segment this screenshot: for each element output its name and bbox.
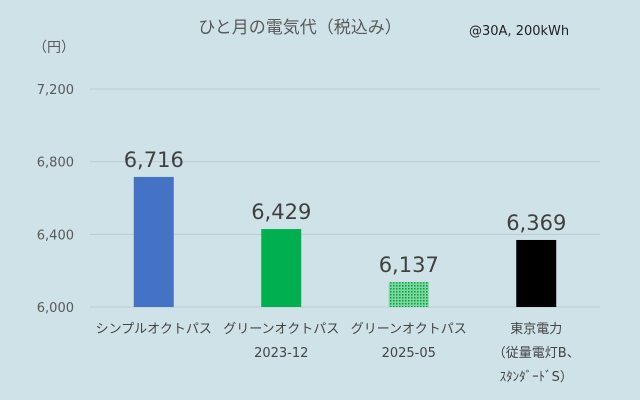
data-labels: 6,716 6,429 6,137 6,369	[124, 148, 567, 277]
x-category-label: 東京電力	[510, 321, 562, 337]
chart-note: @30A, 200kWh	[469, 24, 569, 39]
y-tick-label: 6,800	[37, 156, 74, 171]
data-label: 6,429	[251, 200, 311, 224]
chart-title: ひと月の電気代（税込み）	[198, 18, 402, 38]
data-label: 6,137	[379, 253, 439, 277]
y-tick-label: 6,000	[37, 301, 74, 316]
y-axis-unit: （円）	[33, 40, 75, 56]
x-category-label: （従量電灯B、	[493, 346, 580, 361]
grid-layer	[90, 88, 600, 308]
y-tick-label: 7,200	[37, 83, 74, 98]
bar	[388, 282, 429, 307]
bars	[133, 176, 557, 307]
x-category-label: シンプルオクトパス	[96, 322, 212, 337]
x-category-label: グリーンオクトパス	[351, 322, 467, 337]
x-category-labels: シンプルオクトパス グリーンオクトパス2023-12グリーンオクトパス2025-0…	[96, 321, 580, 385]
x-category-label: 2023-12	[254, 346, 308, 361]
data-label: 6,369	[506, 211, 566, 235]
x-category-label: 2025-05	[382, 346, 436, 361]
x-category-label: グリーンオクトパス	[223, 322, 339, 337]
bar	[516, 239, 557, 307]
y-tick-label: 6,400	[37, 228, 74, 243]
bar	[133, 176, 174, 307]
data-label: 6,716	[124, 148, 184, 172]
x-category-label: ｽﾀﾝﾀﾞｰﾄﾞS）	[500, 370, 573, 385]
y-tick-labels: 6,000 6,400 6,800 7,200	[37, 83, 74, 316]
bar	[261, 229, 302, 307]
